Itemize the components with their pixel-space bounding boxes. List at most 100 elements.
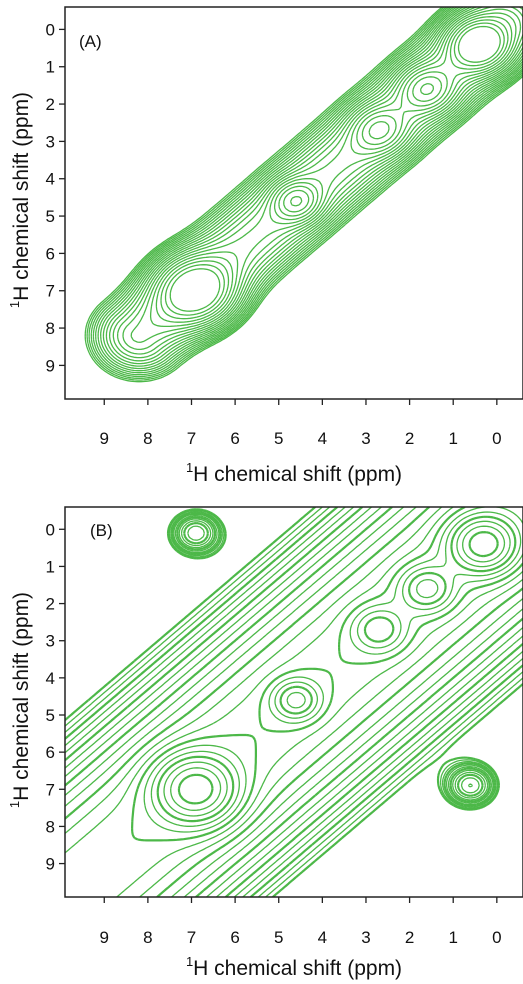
contour-level-13 [65,507,523,897]
y-tick-label: 1 [46,557,55,576]
panel-b-frame [64,506,523,898]
panel-a-y-ticks: 0 1 2 3 4 5 6 7 8 9 [46,20,65,375]
contour-level-18 [150,511,522,827]
y-tick-label: 7 [46,282,55,301]
panel-a-label: (A) [79,32,102,51]
x-tick-label: 2 [405,429,414,448]
panel-a-x-axis-label: 1H chemical shift (ppm) [186,460,402,486]
contour-level-12 [65,507,523,897]
x-tick-label: 1 [448,429,457,448]
panel-a-x-axis-label-sup: 1 [186,460,193,475]
contour-level-8 [65,507,523,897]
panel-b-x-axis-label-sup: 1 [186,954,193,969]
y-tick-label: 0 [46,20,55,39]
y-tick-label: 1 [46,58,55,77]
contour-level-10 [65,507,523,897]
x-tick-label: 7 [187,429,196,448]
contour-level-2 [65,507,523,897]
contour-level-11 [65,507,523,897]
y-tick-label: 4 [46,170,55,189]
y-tick-label: 2 [46,595,55,614]
y-tick-label: 8 [46,817,55,836]
panel-a-y-axis-label-sup: 1 [7,301,22,308]
contour-level-20 [163,520,511,817]
panel-a-frame [64,6,523,400]
contour-level-22 [177,531,499,805]
contour-level-14 [65,507,523,897]
contour-level-5 [92,7,523,376]
contour-level-6 [95,7,523,374]
panel-b-y-axis-label-text: H chemical shift (ppm) [10,592,33,801]
panel-a-x-axis-label-text: H chemical shift (ppm) [193,463,402,486]
contour-level-16 [131,507,523,842]
x-tick-label: 0 [492,429,501,448]
x-tick-label: 5 [274,928,283,947]
contour-level-6 [65,507,523,897]
x-tick-label: 9 [100,928,109,947]
x-tick-label: 4 [318,429,327,448]
x-tick-label: 5 [274,429,283,448]
contour-level-20 [169,25,501,312]
y-tick-label: 9 [46,855,55,874]
y-tick-label: 4 [46,669,55,688]
y-tick-label: 3 [46,132,55,151]
contour-level-19 [164,22,505,316]
contour-level-2 [86,7,523,381]
x-tick-label: 6 [230,928,239,947]
contour-level-4 [90,7,523,378]
panel-b-x-axis-label-text: H chemical shift (ppm) [193,957,402,980]
contour-level-11 [108,7,523,362]
y-tick-label: 7 [46,780,55,799]
panel-a-y-axis-label: 1H chemical shift (ppm) [7,92,33,308]
contour-level-9 [102,7,523,367]
y-tick-label: 2 [46,95,55,114]
x-tick-label: 2 [405,928,414,947]
x-tick-label: 9 [100,429,109,448]
contour-level-10 [105,7,523,365]
panel-b-y-axis-label-sup: 1 [7,801,22,808]
y-tick-label: 6 [46,743,55,762]
contour-level-1 [65,507,523,897]
panel-b-y-ticks: 0 1 2 3 4 5 6 7 8 9 [46,520,65,874]
x-tick-label: 8 [143,429,152,448]
contour-level-17 [143,507,523,833]
x-tick-label: 3 [361,928,370,947]
contour-level-7 [65,507,523,897]
x-tick-label: 0 [492,928,501,947]
contour-level-3 [65,507,523,897]
x-tick-label: 3 [361,429,370,448]
contour-level-15 [65,507,523,897]
contour-level-16 [149,12,517,328]
contour-level-12 [112,7,523,359]
contour-level-19 [156,515,517,823]
y-tick-label: 9 [46,356,55,375]
contour-level-1 [84,7,523,383]
y-tick-label: 5 [46,207,55,226]
y-tick-label: 3 [46,632,55,651]
panel-b-y-axis-label: 1H chemical shift (ppm) [7,592,33,808]
contour-level-4 [65,507,523,897]
x-tick-label: 4 [318,928,327,947]
contour-level-7 [97,7,523,372]
contour-level-17 [155,16,513,323]
y-tick-label: 5 [46,706,55,725]
contour-level-9 [65,507,523,897]
contour-level-15 [130,8,522,343]
contour-level-21 [170,525,506,811]
contour-level-18 [160,19,509,320]
y-tick-label: 6 [46,244,55,263]
contour-level-3 [88,7,523,380]
contour-level-5 [65,507,523,897]
panel-a-x-ticks: 9 8 7 6 5 4 3 2 1 0 [100,399,502,448]
panel-b-x-axis-label: 1H chemical shift (ppm) [186,954,402,980]
panel-b-contours [65,507,523,897]
x-tick-label: 1 [448,928,457,947]
contour-level-14 [122,7,523,351]
x-tick-label: 8 [143,928,152,947]
contour-level-13 [116,7,523,355]
contour-level-8 [100,7,523,370]
panel-b-x-ticks: 9 8 7 6 5 4 3 2 1 0 [100,897,502,947]
